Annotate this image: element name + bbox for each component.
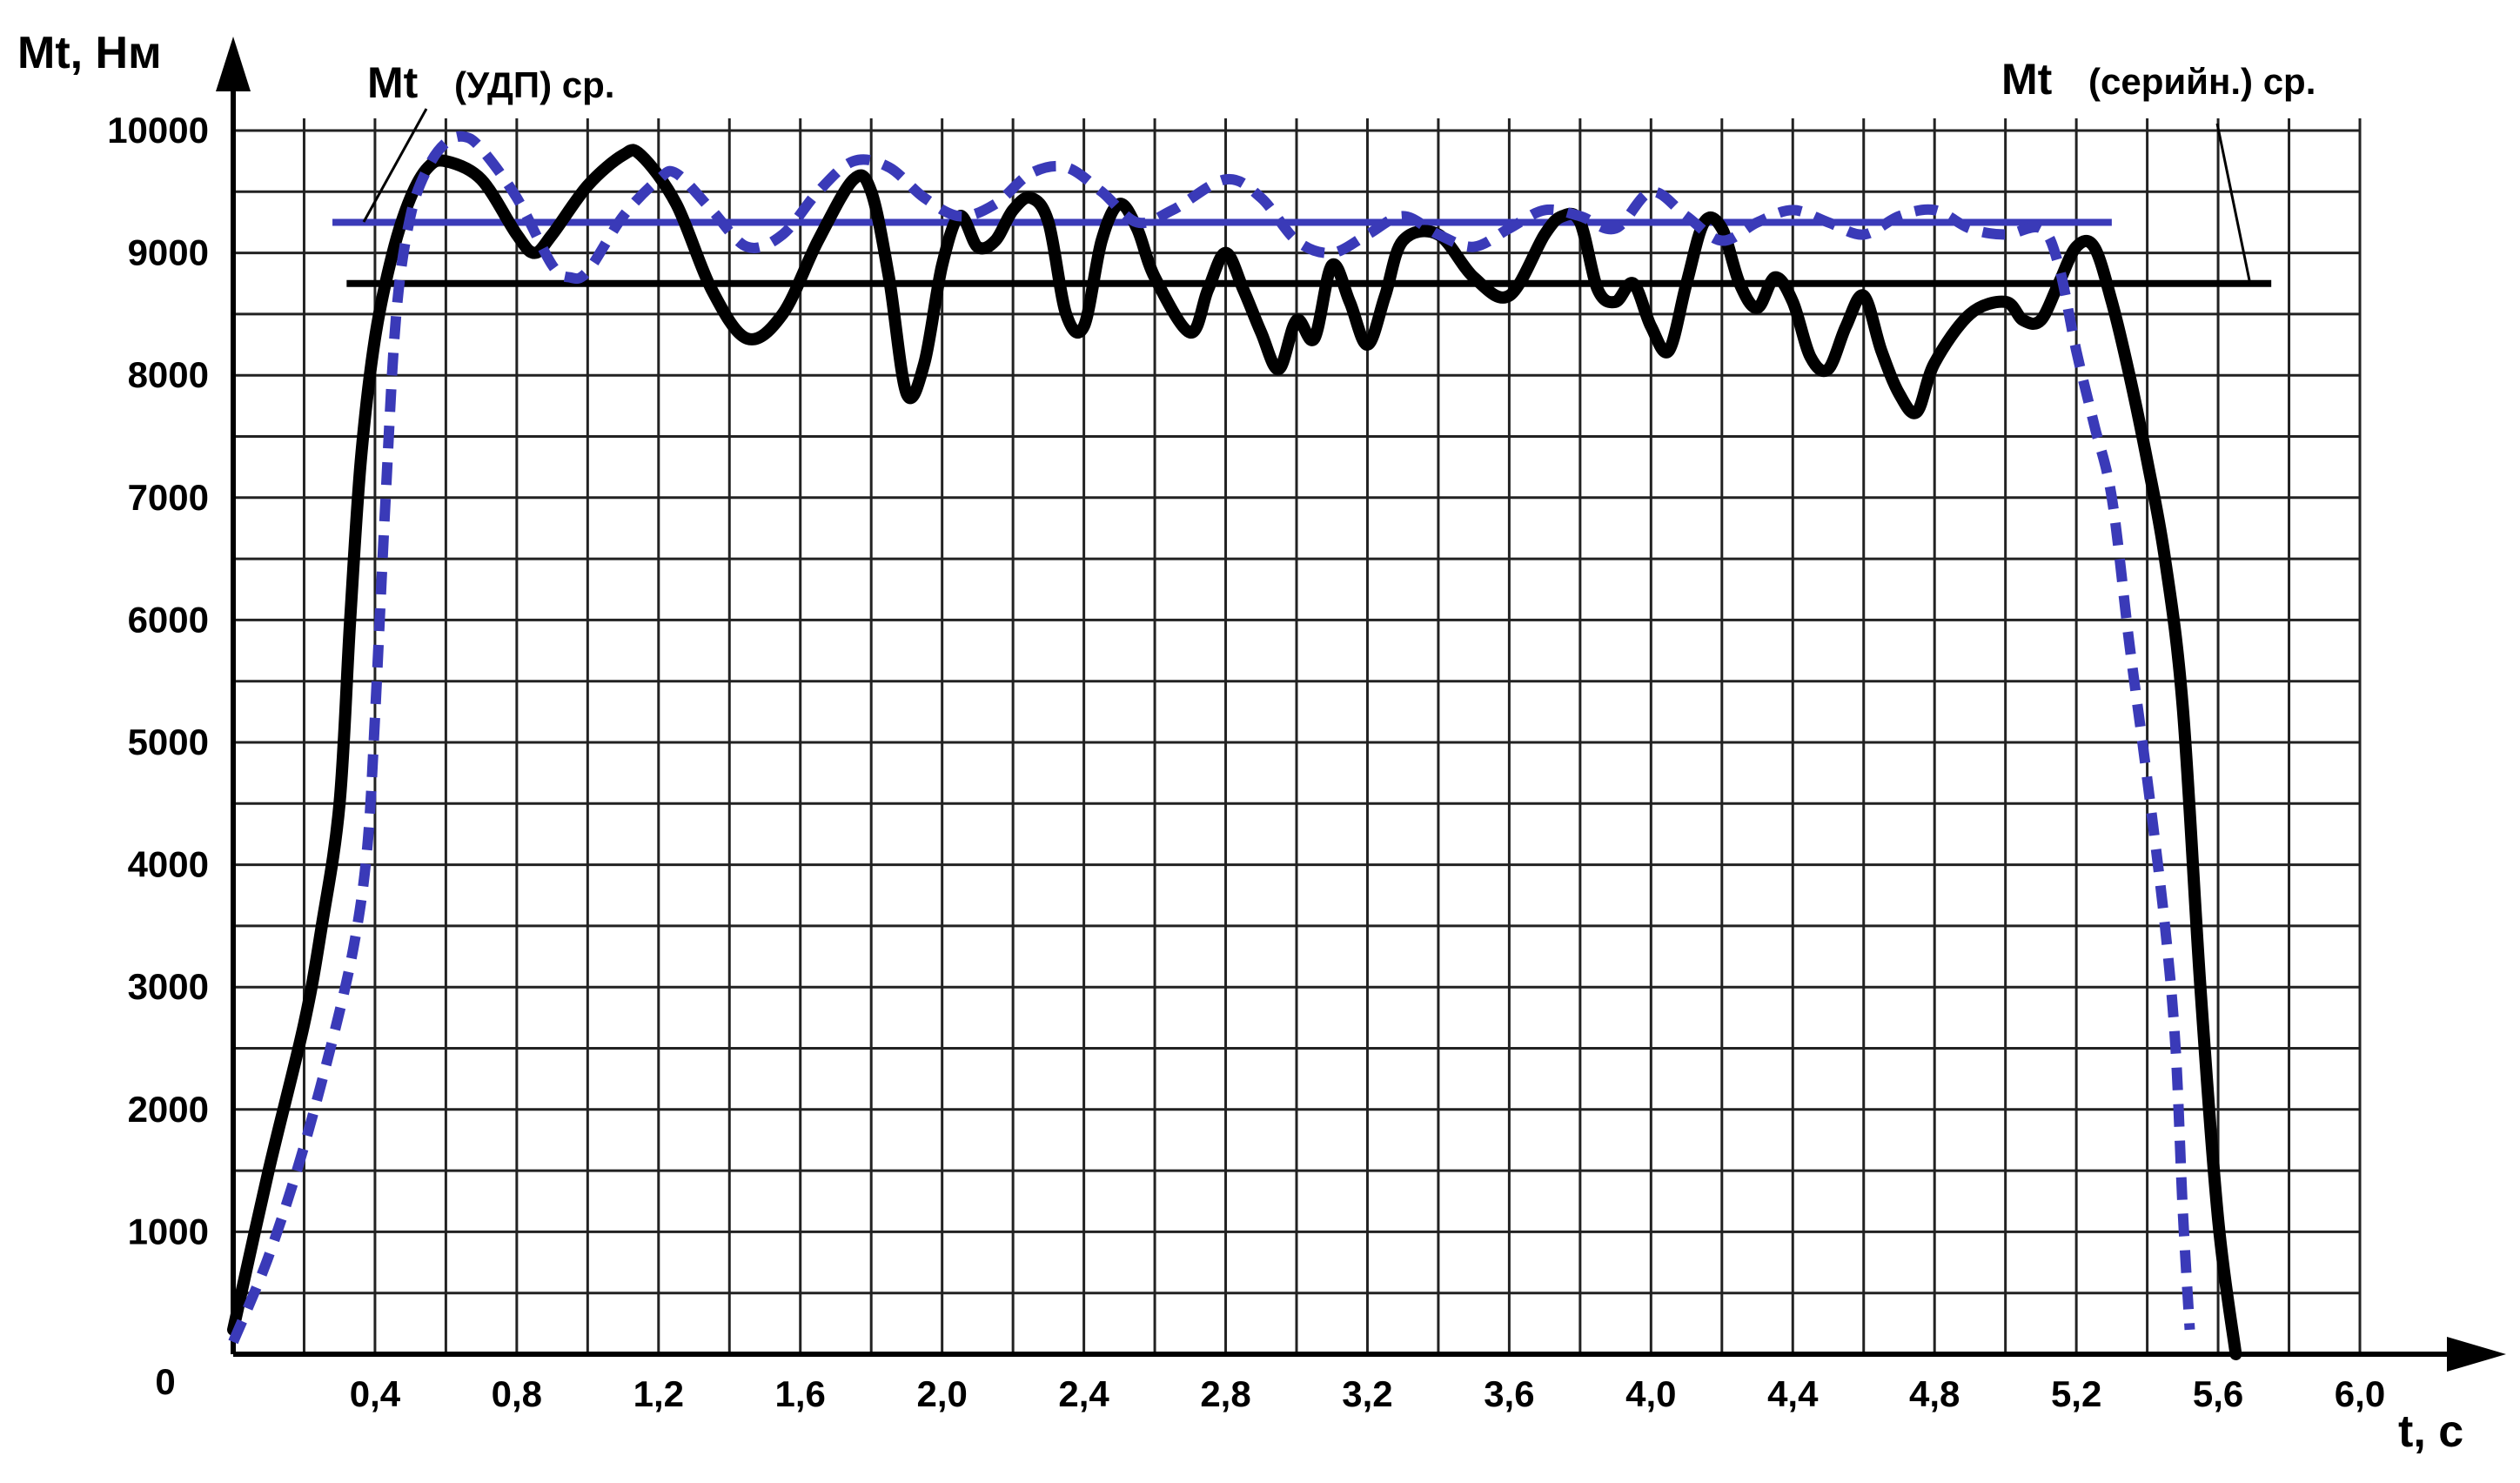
x-tick-label: 3,6	[1484, 1373, 1534, 1414]
y-tick-label: 7000	[128, 477, 209, 518]
x-tick-label: 4,0	[1625, 1373, 1676, 1414]
series-line-dashed	[228, 131, 2195, 1345]
x-tick-label: 6,0	[2335, 1373, 2385, 1414]
x-tick-label: 5,6	[2193, 1373, 2243, 1414]
x-tick-label: 5,2	[2051, 1373, 2101, 1414]
grid	[233, 118, 2362, 1354]
y-tick-label: 9000	[128, 232, 209, 273]
annotation-udp: Mt (УДП) ср.	[362, 58, 614, 223]
x-tick-label: 2,8	[1200, 1373, 1250, 1414]
x-tick-label: 1,2	[633, 1373, 684, 1414]
annotation-serial-sub: (серийн.) ср.	[2088, 61, 2316, 102]
x-tick-label: 1,6	[775, 1373, 826, 1414]
x-tick-label: 0,4	[350, 1373, 401, 1414]
x-tick-label: 4,4	[1767, 1373, 1819, 1414]
y-tick-label: 8000	[128, 354, 209, 395]
annotation-serial: Mt (серийн.) ср.	[2001, 55, 2316, 281]
x-tick-label: 3,2	[1342, 1373, 1392, 1414]
y-tick-label: 4000	[128, 844, 209, 885]
y-tick-label: 1000	[128, 1211, 209, 1251]
y-tick-label: 6000	[128, 599, 209, 640]
annotation-serial-leader	[2215, 123, 2251, 281]
x-tick-label: 4,8	[1909, 1373, 1960, 1414]
y-axis-label: Mt, Нм	[17, 28, 162, 78]
series-line-solid	[227, 144, 2242, 1360]
annotation-udp-main: Mt	[367, 58, 419, 107]
annotation-udp-sub: (УДП) ср.	[454, 64, 614, 105]
x-tick-label: 2,0	[916, 1373, 967, 1414]
y-tick-label: 10000	[107, 110, 209, 151]
y-tick-label: 5000	[128, 721, 209, 762]
x-axis-label: t, c	[2398, 1406, 2463, 1457]
annotation-udp-leader	[362, 108, 428, 223]
axes	[216, 37, 2506, 1372]
origin-label: 0	[155, 1361, 175, 1402]
y-tick-label: 3000	[128, 966, 209, 1007]
y-axis-arrow	[216, 37, 251, 91]
tick-labels: 0,4 0,8 1,2 1,6 2,0 2,4 2,8 3,2 3,6 4,0 4,4 4,8 5,2 5…	[107, 110, 2385, 1414]
x-tick-label: 0,8	[492, 1373, 542, 1414]
x-tick-label: 2,4	[1058, 1373, 1109, 1414]
x-axis-arrow	[2447, 1337, 2506, 1372]
annotation-serial-main: Mt	[2001, 55, 2053, 104]
series-lines	[227, 131, 2242, 1360]
y-tick-label: 2000	[128, 1089, 209, 1130]
